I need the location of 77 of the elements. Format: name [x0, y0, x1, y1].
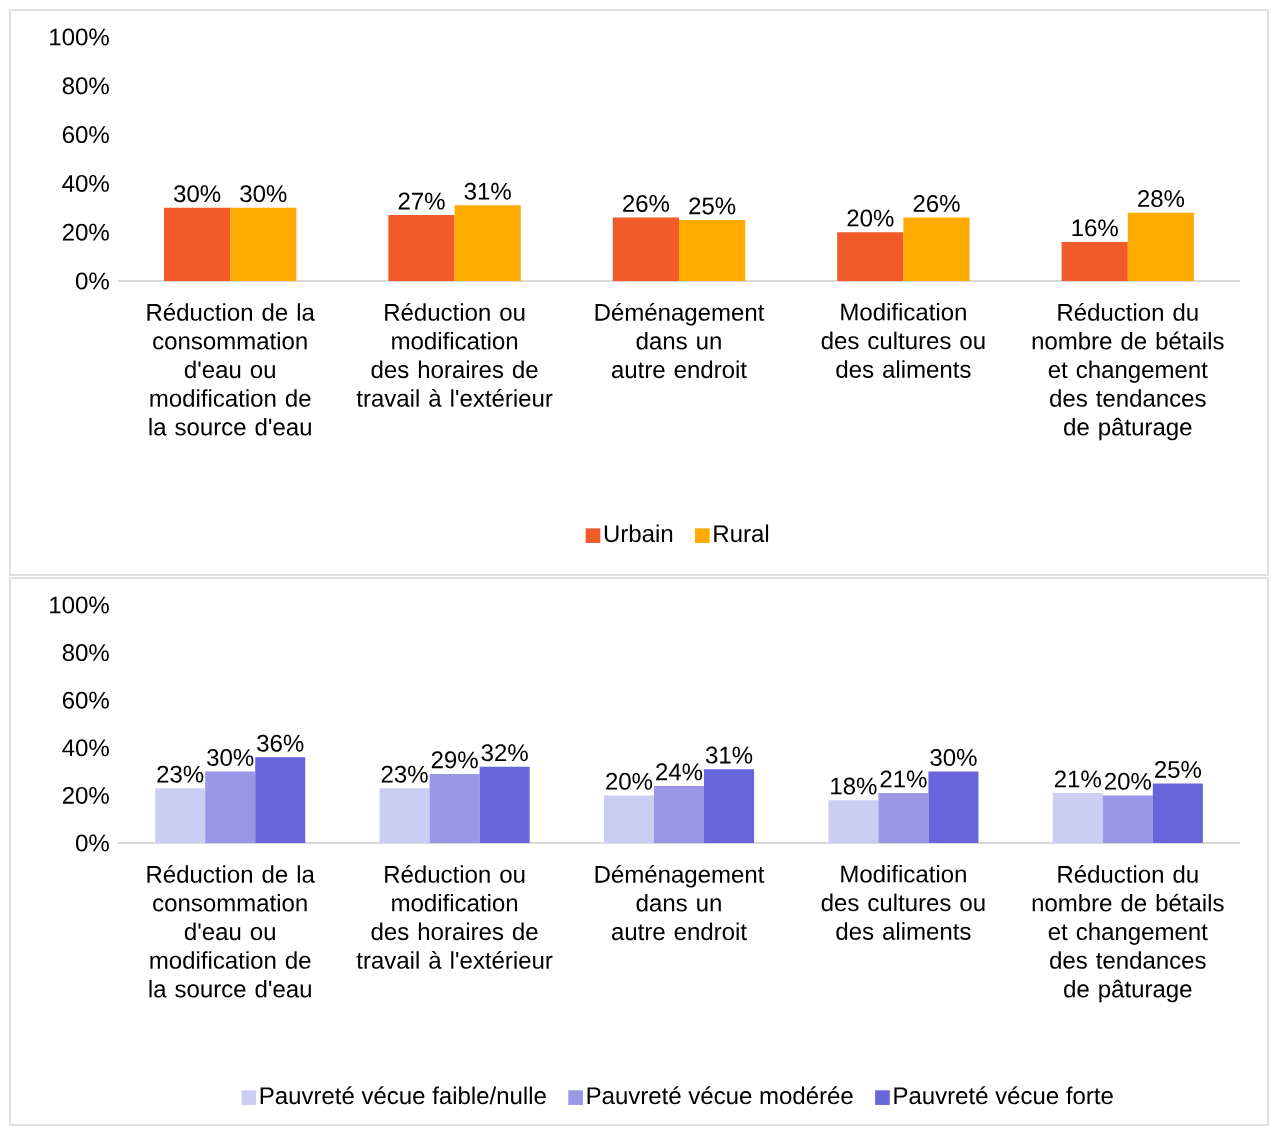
y-tick-label: 100%: [50, 28, 109, 46]
y-tick-label: 0%: [75, 272, 109, 290]
data-label: 31%: [705, 746, 753, 764]
bar: [679, 220, 746, 281]
bar: [255, 757, 306, 843]
y-tick-label: 60%: [62, 691, 109, 709]
legend-label: Rural: [714, 524, 769, 543]
bar: [454, 205, 521, 281]
y-tick-label: 40%: [62, 174, 109, 192]
data-label: 27%: [398, 192, 445, 210]
x-tick-label: Modification des cultures ou des aliments: [821, 302, 985, 378]
x-tick-label: Réduction de la consommation d'eau ou modification de la source d'eau: [147, 302, 315, 436]
bar: [155, 788, 206, 843]
bar: [704, 769, 755, 843]
y-tick-label: 20%: [62, 223, 109, 241]
bar: [878, 793, 929, 843]
y-tick-label: 60%: [62, 126, 109, 144]
data-label: 18%: [831, 777, 877, 795]
data-label: 23%: [157, 765, 204, 783]
y-tick-label: 40%: [62, 739, 109, 757]
data-label: 29%: [431, 751, 478, 769]
bar: [205, 771, 256, 843]
bar: [653, 785, 705, 843]
bar: [1061, 241, 1128, 281]
data-label: 20%: [1105, 772, 1151, 790]
legend-label: Pauvreté vécue faible/nulle: [260, 1086, 546, 1105]
bar: [1152, 783, 1203, 843]
data-label: 30%: [207, 748, 254, 766]
bar: [612, 217, 679, 281]
bar: [1052, 793, 1103, 843]
data-label: 20%: [606, 772, 653, 790]
bar: [1102, 795, 1153, 843]
bar: [837, 232, 904, 281]
data-label: 32%: [481, 744, 528, 762]
data-label: 25%: [689, 197, 736, 215]
x-tick-label: Déménagement dans un autre endroit: [595, 864, 765, 941]
data-label: 25%: [1155, 760, 1202, 778]
bar: [164, 207, 231, 281]
data-label: 30%: [240, 185, 287, 203]
data-label: 21%: [1054, 770, 1101, 788]
data-label: 28%: [1138, 190, 1185, 208]
data-label: 31%: [464, 182, 511, 200]
x-tick-label: Réduction ou modification des horaires de travail à l'extérieur: [356, 302, 553, 407]
x-tick-label: Réduction de la consommation d'eau ou modification de la source d'eau: [147, 864, 315, 998]
x-tick-label: Réduction ou modification des horaires de travail à l'extérieur: [356, 864, 553, 969]
data-label: 30%: [174, 185, 221, 203]
data-label: 26%: [623, 194, 670, 212]
data-label: 20%: [847, 209, 894, 227]
x-tick-label: Réduction du nombre de bétails et changement des tendances de pâturage: [1032, 864, 1224, 1003]
bar: [828, 800, 879, 843]
data-label: 24%: [656, 763, 703, 781]
data-label: 16%: [1072, 219, 1118, 237]
x-tick-label: Déménagement dans un autre endroit: [595, 302, 765, 379]
y-tick-label: 80%: [62, 77, 109, 95]
y-tick-label: 100%: [50, 596, 109, 614]
x-tick-label: Réduction du nombre de bétails et changement des tendances de pâturage: [1032, 302, 1224, 441]
bar: [479, 766, 530, 843]
x-tick-label: Modification des cultures ou des aliments: [821, 864, 985, 940]
legend-label: Urbain: [604, 524, 673, 543]
bar: [603, 795, 654, 843]
bar: [903, 217, 970, 281]
bar: [1127, 212, 1195, 281]
y-tick-label: 0%: [75, 834, 109, 852]
bar: [928, 771, 979, 843]
data-label: 30%: [930, 748, 977, 766]
data-label: 26%: [913, 194, 960, 212]
data-label: 23%: [381, 765, 428, 783]
bar: [429, 773, 480, 843]
y-tick-label: 80%: [62, 644, 109, 662]
legend-label: Pauvreté vécue forte: [894, 1086, 1113, 1105]
bar: [230, 207, 297, 281]
y-tick-label: 20%: [62, 786, 109, 804]
data-label: 36%: [257, 734, 304, 752]
legend-label: Pauvreté vécue modérée: [587, 1086, 853, 1105]
data-label: 21%: [880, 770, 927, 788]
bar: [388, 215, 455, 281]
bar: [379, 788, 430, 843]
